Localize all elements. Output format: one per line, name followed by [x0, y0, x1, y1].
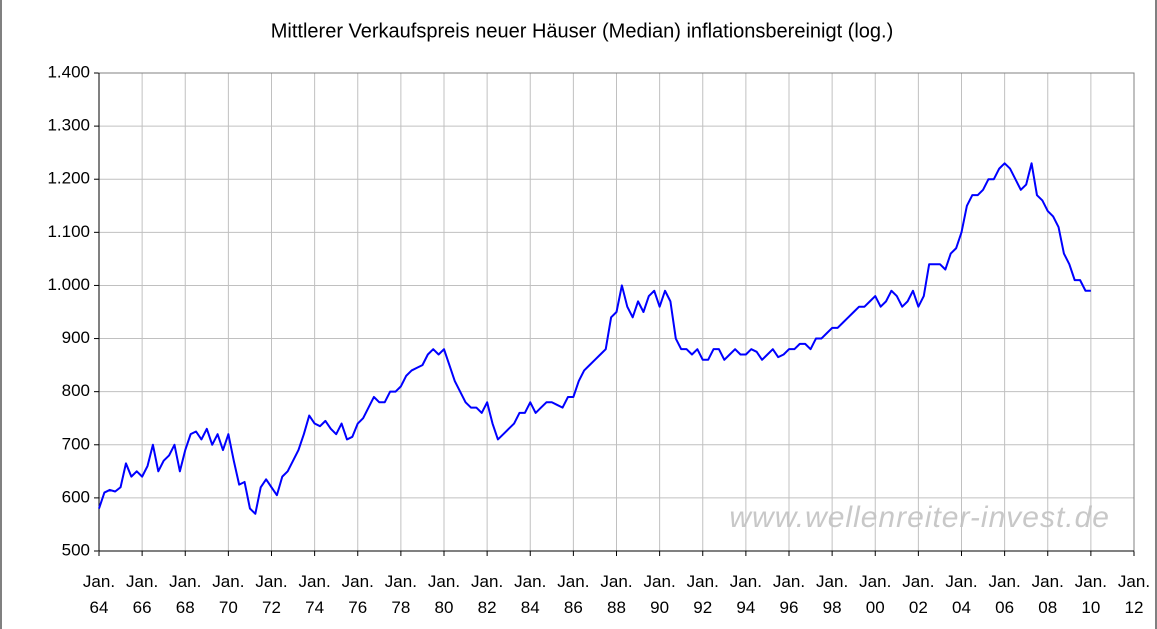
x-tick-label: Jan. 04: [945, 572, 978, 617]
y-tick-label: 900: [62, 328, 90, 347]
y-tick-label: 1.300: [47, 116, 90, 135]
y-tick-label: 1.200: [47, 169, 90, 188]
x-tick-label: Jan. 84: [514, 572, 547, 617]
x-tick-label: Jan. 10: [1074, 572, 1107, 617]
x-tick-label: Jan. 92: [686, 572, 719, 617]
y-tick-label: 800: [62, 381, 90, 400]
x-tick-label: Jan. 98: [816, 572, 849, 617]
x-tick-label: Jan. 94: [729, 572, 762, 617]
x-tick-label: Jan. 68: [169, 572, 202, 617]
y-tick-label: 500: [62, 540, 90, 559]
x-tick-label: Jan. 86: [557, 572, 590, 617]
x-tick-label: Jan. 90: [643, 572, 676, 617]
chart-title: Mittlerer Verkaufspreis neuer Häuser (Me…: [271, 20, 894, 42]
x-tick-label: Jan. 66: [126, 572, 159, 617]
x-tick-label: Jan. 02: [902, 572, 935, 617]
x-tick-label: Jan. 76: [341, 572, 374, 617]
watermark: www.wellenreiter-invest.de: [729, 501, 1110, 534]
x-tick-label: Jan. 74: [298, 572, 331, 617]
x-tick-label: Jan. 78: [384, 572, 417, 617]
x-tick-label: Jan. 70: [212, 572, 245, 617]
x-tick-label: Jan. 08: [1031, 572, 1064, 617]
price-line: [98, 162, 1091, 515]
y-tick-label: 700: [62, 434, 90, 453]
y-tick-label: 600: [62, 487, 90, 506]
x-tick-label: Jan. 80: [427, 572, 461, 617]
x-tick-label: Jan. 12: [1117, 572, 1151, 617]
x-tick-label: Jan. 88: [600, 572, 633, 617]
y-tick-label: 1.000: [47, 275, 90, 294]
y-tick-label: 1.400: [47, 62, 90, 81]
x-tick-label: Jan. 72: [255, 572, 288, 617]
x-tick-label: Jan. 82: [471, 572, 504, 617]
y-tick-label: 1.100: [47, 222, 90, 241]
x-tick-label: Jan. 00: [859, 572, 892, 617]
x-tick-label: Jan. 96: [772, 572, 806, 617]
x-tick-label: Jan. 64: [82, 572, 116, 617]
x-tick-label: Jan. 06: [988, 572, 1021, 617]
